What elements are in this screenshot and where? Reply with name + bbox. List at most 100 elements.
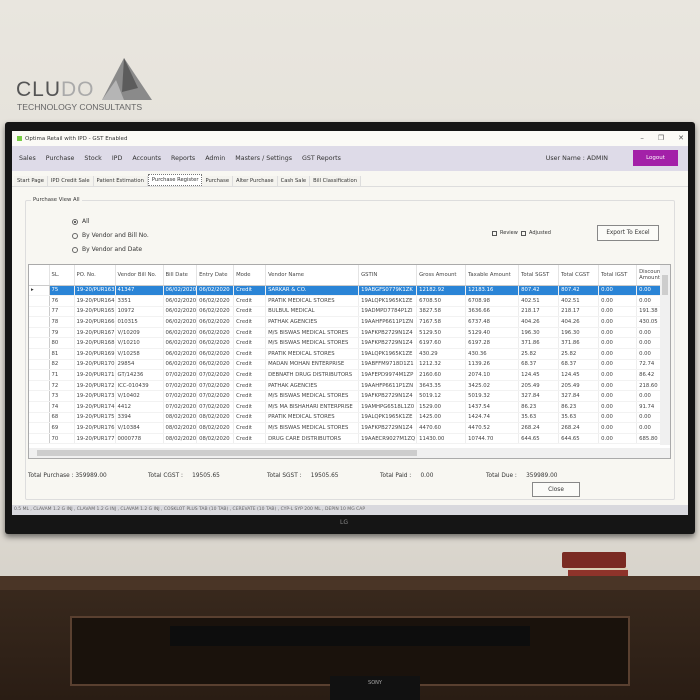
scroll-thumb[interactable]: [37, 450, 417, 456]
menu-stock[interactable]: Stock: [84, 155, 102, 162]
menu-masters-settings[interactable]: Masters / Settings: [235, 155, 293, 162]
column-header[interactable]: GSTIN: [358, 265, 418, 286]
monitor-brand: LG: [340, 519, 348, 526]
column-header[interactable]: Total CGST: [558, 265, 600, 286]
table-row[interactable]: 69 19-20/PUR176 V/10384 08/02/2020 08/02/202…: [29, 422, 665, 434]
table-cell: 19-20/PUR170: [74, 359, 116, 371]
table-row[interactable]: ▸ 75 19-20/PUR163 41347 06/02/2020 06/02/2020…: [29, 285, 665, 297]
table-cell: Credit: [233, 390, 267, 403]
table-cell: 3636.66: [465, 306, 520, 318]
review-checkbox[interactable]: Review: [492, 230, 518, 236]
menu-sales[interactable]: Sales: [19, 155, 36, 162]
menu-admin[interactable]: Admin: [205, 155, 226, 162]
table-row[interactable]: 77 19-20/PUR165 10972 06/02/2020 06/02/2020 C…: [29, 306, 665, 318]
table-row[interactable]: 79 19-20/PUR167 V/10209 06/02/2020 06/02/202…: [29, 327, 665, 339]
table-cell: 06/02/2020: [196, 327, 235, 339]
table-cell: 25.82: [518, 348, 560, 360]
table-row[interactable]: 71 19-20/PUR171 GT/14236 07/02/2020 07/02/20…: [29, 369, 665, 381]
menu-accounts[interactable]: Accounts: [132, 155, 162, 162]
column-header[interactable]: SL.: [49, 265, 75, 286]
table-row[interactable]: 74 19-20/PUR174 4412 07/02/2020 07/02/2020 Cr…: [29, 401, 665, 413]
table-cell: 19ALQPK1965K1ZE: [358, 412, 418, 424]
row-header[interactable]: [29, 390, 50, 403]
minimize-icon[interactable]: –: [640, 134, 644, 142]
row-header[interactable]: [29, 401, 50, 413]
table-cell: 19-20/PUR177: [74, 433, 116, 445]
table-cell: Credit: [233, 369, 267, 381]
export-to-excel-button[interactable]: Export To Excel: [597, 225, 659, 241]
radio-by-vendor-bill[interactable]: By Vendor and Bill No.: [72, 232, 149, 239]
tab-alter-purchase[interactable]: Alter Purchase: [233, 176, 278, 186]
table-row[interactable]: 68 19-20/PUR175 3394 08/02/2020 08/02/2020 Cr…: [29, 412, 665, 424]
tab-purchase[interactable]: Purchase: [202, 176, 234, 186]
radio-all[interactable]: All: [72, 218, 89, 225]
table-cell: 07/02/2020: [196, 390, 235, 403]
row-header[interactable]: [29, 422, 50, 434]
column-header[interactable]: Vendor Bill No.: [115, 265, 164, 286]
radio-by-vendor-date[interactable]: By Vendor and Date: [72, 246, 142, 253]
radio-label: By Vendor and Date: [82, 246, 143, 253]
table-row[interactable]: 70 19-20/PUR177 0000778 08/02/2020 08/02/202…: [29, 433, 665, 445]
column-header[interactable]: Entry Date: [196, 265, 235, 286]
row-header[interactable]: [29, 369, 50, 381]
tab-start-page[interactable]: Start Page: [14, 176, 48, 186]
table-cell: 0.00: [598, 359, 638, 371]
logout-button[interactable]: Logout: [633, 150, 678, 166]
column-header[interactable]: Mode: [233, 265, 267, 286]
row-header[interactable]: [29, 348, 50, 360]
table-cell: DRUG CARE DISTRIBUTORS: [265, 433, 360, 445]
row-header[interactable]: [29, 316, 50, 328]
table-cell: 08/02/2020: [163, 433, 198, 445]
menu-reports[interactable]: Reports: [171, 155, 196, 162]
table-cell: 76: [49, 295, 75, 307]
table-cell: 371.86: [518, 337, 560, 350]
close-window-icon[interactable]: ✕: [678, 134, 684, 142]
table-row[interactable]: 72 19-20/PUR172 ICC-010439 07/02/2020 07/02/…: [29, 380, 665, 392]
column-header[interactable]: Bill Date: [163, 265, 198, 286]
table-cell: 06/02/2020: [163, 306, 198, 318]
row-header[interactable]: [29, 295, 50, 307]
table-row[interactable]: 80 19-20/PUR168 V/10210 06/02/2020 06/02/202…: [29, 337, 665, 350]
table-row[interactable]: 76 19-20/PUR164 3351 06/02/2020 06/02/2020 Cr…: [29, 295, 665, 307]
tab-patient-estimation[interactable]: Patient Estimation: [93, 176, 148, 186]
row-header[interactable]: ▸: [29, 285, 50, 297]
menu-ipd[interactable]: IPD: [111, 155, 123, 162]
row-header[interactable]: [29, 359, 50, 371]
menu-gst-reports[interactable]: GST Reports: [302, 155, 341, 162]
vertical-scrollbar[interactable]: [660, 265, 670, 445]
horizontal-scrollbar[interactable]: [29, 448, 670, 458]
row-header[interactable]: [29, 306, 50, 318]
scroll-thumb[interactable]: [662, 275, 668, 295]
table-cell: 0.00: [598, 369, 638, 381]
tab-cash-sale[interactable]: Cash Sale: [277, 176, 311, 186]
table-cell: 74: [49, 401, 75, 413]
column-header[interactable]: Gross Amount: [416, 265, 467, 286]
row-header[interactable]: [29, 337, 50, 350]
row-header[interactable]: [29, 380, 50, 392]
tab-ipd-credit-sale[interactable]: IPD Credit Sale: [47, 176, 94, 186]
row-header[interactable]: [29, 412, 50, 424]
column-header[interactable]: Vendor Name: [265, 265, 360, 286]
table-cell: 124.45: [558, 369, 600, 381]
table-row[interactable]: 82 19-20/PUR170 29854 06/02/2020 06/02/2020 C…: [29, 359, 665, 371]
total-due: Total Due : 359989.00: [486, 473, 558, 479]
column-header[interactable]: PO. No.: [74, 265, 116, 286]
table-row[interactable]: 78 19-20/PUR166 010315 06/02/2020 06/02/2020…: [29, 316, 665, 328]
close-button[interactable]: Close: [532, 482, 580, 497]
restore-icon[interactable]: ❐: [657, 134, 665, 142]
column-header[interactable]: Total SGST: [518, 265, 560, 286]
table-cell: 327.84: [518, 390, 560, 403]
table-cell: Credit: [233, 327, 267, 339]
table-row[interactable]: 73 19-20/PUR173 V/10402 07/02/2020 07/02/202…: [29, 390, 665, 403]
table-cell: 0.00: [598, 337, 638, 350]
tab-purchase-register[interactable]: Purchase Register: [147, 174, 203, 186]
radio-checked-icon: [72, 218, 78, 225]
row-header[interactable]: [29, 433, 50, 445]
adjusted-checkbox[interactable]: Adjusted: [521, 230, 551, 236]
table-row[interactable]: 81 19-20/PUR169 V/10258 06/02/2020 06/02/202…: [29, 348, 665, 360]
tab-bill-classification[interactable]: Bill Classification: [310, 176, 361, 186]
column-header[interactable]: Taxable Amount: [465, 265, 520, 286]
row-header[interactable]: [29, 327, 50, 339]
menu-purchase[interactable]: Purchase: [45, 155, 75, 162]
column-header[interactable]: Total IGST: [598, 265, 638, 286]
